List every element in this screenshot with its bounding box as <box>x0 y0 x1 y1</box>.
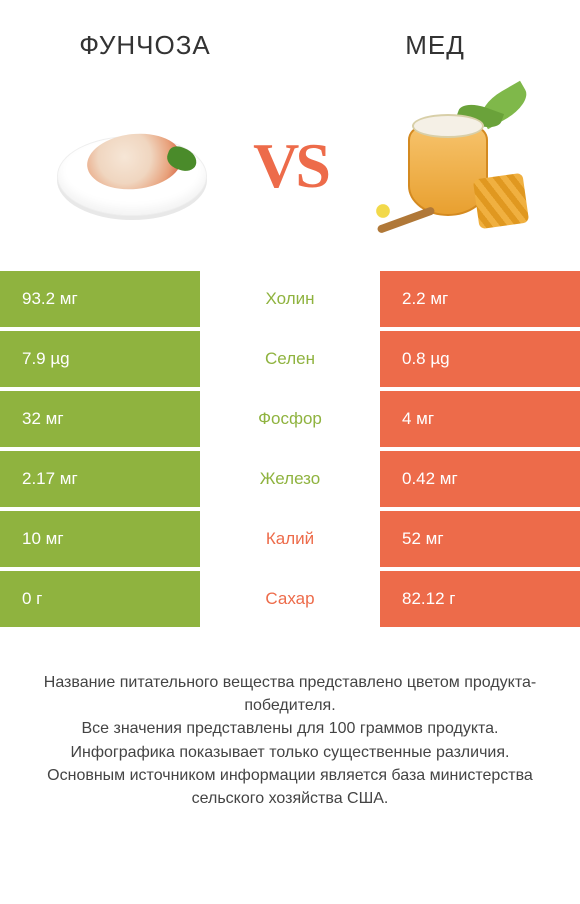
right-value-cell: 0.42 мг <box>380 451 580 507</box>
left-product-image <box>20 81 243 251</box>
table-row: 93.2 мгХолин2.2 мг <box>0 271 580 327</box>
hero-row: VS <box>0 71 580 271</box>
footer-line: Инфографика показывает только существенн… <box>26 741 554 764</box>
right-value-cell: 52 мг <box>380 511 580 567</box>
table-row: 32 мгФосфор4 мг <box>0 391 580 447</box>
left-product-title: ФУНЧОЗА <box>0 30 290 61</box>
nutrient-label: Железо <box>200 451 380 507</box>
comparison-table: 93.2 мгХолин2.2 мг7.9 µgСелен0.8 µg32 мг… <box>0 271 580 627</box>
left-value-cell: 0 г <box>0 571 200 627</box>
table-row: 10 мгКалий52 мг <box>0 511 580 567</box>
left-value-cell: 7.9 µg <box>0 331 200 387</box>
nutrient-label: Фосфор <box>200 391 380 447</box>
left-value-cell: 2.17 мг <box>0 451 200 507</box>
right-product-title: МЕД <box>290 30 580 61</box>
right-value-cell: 4 мг <box>380 391 580 447</box>
table-row: 0 гСахар82.12 г <box>0 571 580 627</box>
funchoza-illustration <box>47 106 217 226</box>
vs-label: VS <box>243 129 337 203</box>
nutrient-label: Сахар <box>200 571 380 627</box>
left-value-cell: 10 мг <box>0 511 200 567</box>
left-value-cell: 93.2 мг <box>0 271 200 327</box>
table-row: 7.9 µgСелен0.8 µg <box>0 331 580 387</box>
left-value-cell: 32 мг <box>0 391 200 447</box>
table-row: 2.17 мгЖелезо0.42 мг <box>0 451 580 507</box>
honey-illustration <box>358 86 538 246</box>
nutrient-label: Селен <box>200 331 380 387</box>
nutrient-label: Калий <box>200 511 380 567</box>
right-value-cell: 82.12 г <box>380 571 580 627</box>
footer-notes: Название питательного вещества представл… <box>0 631 580 810</box>
right-value-cell: 0.8 µg <box>380 331 580 387</box>
footer-line: Основным источником информации является … <box>26 764 554 810</box>
footer-line: Все значения представлены для 100 граммо… <box>26 717 554 740</box>
footer-line: Название питательного вещества представл… <box>26 671 554 717</box>
nutrient-label: Холин <box>200 271 380 327</box>
right-product-image <box>337 81 560 251</box>
title-row: ФУНЧОЗА МЕД <box>0 0 580 71</box>
right-value-cell: 2.2 мг <box>380 271 580 327</box>
